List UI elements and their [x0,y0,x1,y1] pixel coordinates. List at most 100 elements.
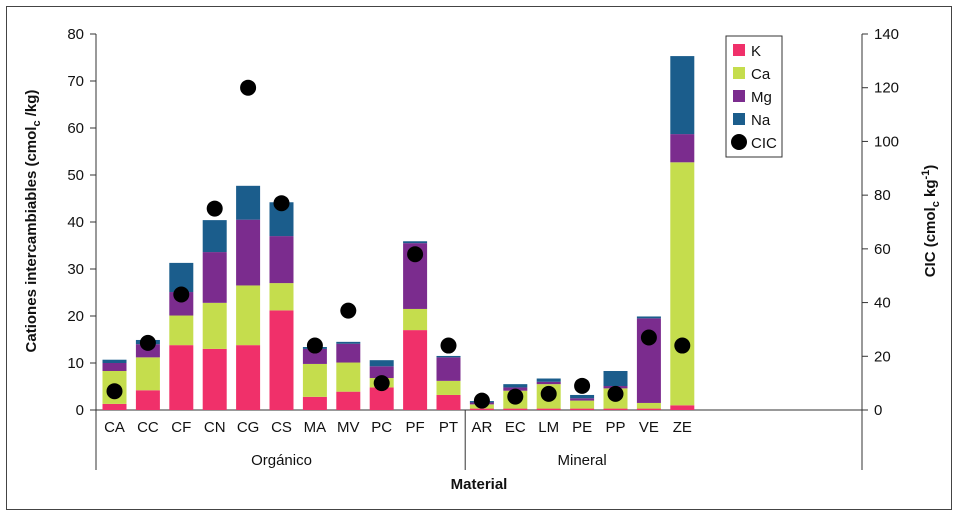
cic-marker [173,286,190,303]
x-tick-label: CG [237,419,260,436]
bar-segment-mg [102,363,127,371]
cic-marker [273,195,290,212]
cic-marker [607,385,624,402]
bar-segment-ca [336,362,361,392]
bar-segment-mg [570,398,595,401]
bar-segment-k [135,390,160,410]
bar-segment-k [202,348,227,410]
bar-segment-ca [236,285,261,346]
cic-marker [373,375,390,392]
y-tick-label: 40 [67,214,84,231]
legend-swatch-na [733,113,745,125]
y2-tick-label: 0 [874,402,882,419]
cic-marker [206,200,223,217]
bar-segment-k [670,405,695,410]
y2-tick-label: 20 [874,348,891,365]
bar-segment-ca [403,308,428,331]
bar-segment-na [403,241,428,244]
x-tick-label: CN [204,419,226,436]
legend-label: CIC [751,135,777,152]
labels: 0 10 20 30 40 50 60 70 80 0 20 40 60 80 100 120 140 CA CC C… [67,26,899,469]
x-tick-label: CS [271,419,292,436]
bar-segment-k [269,310,294,410]
bar-segment-na [336,341,361,344]
bar-segment-k [469,408,494,410]
bar-segment-ca [269,283,294,311]
y-tick-label: 60 [67,120,84,137]
x-tick-label: CC [137,419,159,436]
bar-segment-k [102,403,127,410]
legend-label: K [751,43,761,60]
bar-segment-ca [636,402,661,409]
bars [102,56,695,410]
legend-label: Mg [751,89,772,106]
bar-segment-ca [302,363,327,397]
legend: K Ca Mg Na CIC [725,35,783,158]
bar-segment-k [403,330,428,410]
y2-tick-label: 100 [874,133,899,150]
cic-marker [574,377,591,394]
y2-tick-label: 80 [874,187,891,204]
bar-segment-na [202,220,227,253]
cic-marker [106,383,123,400]
x-tick-label: AR [471,419,492,436]
legend-swatch-cic [731,134,747,150]
chart-frame [6,6,952,510]
y-tick-label: 80 [67,26,84,43]
bar-segment-na [570,394,595,399]
y-tick-label: 0 [76,402,84,419]
y2-tick-label: 40 [874,295,891,312]
bar-segment-k [369,387,394,410]
bar-segment-k [336,391,361,410]
x-tick-label: PP [605,419,625,436]
bar-segment-k [636,408,661,410]
bar-segment-mg [336,343,361,363]
legend-swatch-k [733,44,745,56]
bar-segment-mg [236,219,261,286]
x-tick-label: PT [439,419,458,436]
bar-segment-k [302,396,327,410]
cic-marker [674,337,691,354]
legend-swatch-mg [733,90,745,102]
y2-tick-label: 120 [874,80,899,97]
bar-segment-na [670,56,695,135]
x-tick-label: PF [406,419,425,436]
x-tick-label: CA [104,419,125,436]
cic-marker [507,388,524,405]
legend-label: Ca [751,66,771,83]
bar-segment-ca [670,162,695,406]
x-axis-title: Material [451,476,508,493]
bar-segment-ca [436,380,461,395]
y2-tick-label: 140 [874,26,899,43]
bar-segment-mg [536,381,561,385]
bar-segment-ca [135,357,160,391]
bar-segment-k [169,345,194,410]
y-tick-label: 50 [67,167,84,184]
bar-segment-mg [269,236,294,284]
bar-segment-mg [436,357,461,381]
x-tick-label: LM [538,419,559,436]
bar-segment-k [536,408,561,410]
y-tick-label: 20 [67,308,84,325]
cic-marker [407,246,424,263]
legend-swatch-ca [733,67,745,79]
x-tick-label: PE [572,419,592,436]
cic-markers [106,79,691,409]
bar-segment-na [369,360,394,367]
bar-segment-na [503,384,528,388]
cic-marker [240,79,257,96]
bar-segment-k [603,408,628,410]
bar-segment-na [436,355,461,358]
cic-marker [540,385,557,402]
cic-marker [340,302,357,319]
bar-segment-k [570,408,595,410]
bar-segment-mg [202,252,227,303]
bar-segment-k [436,394,461,410]
x-tick-label: CF [171,419,191,436]
bar-segment-ca [202,302,227,349]
y2-axis-title: CIC (cmolc kg-1) [920,165,942,278]
bar-segment-mg [302,348,327,364]
y-axis-title: Cationes intercambiables (cmolc /kg) [23,90,43,353]
group-label: Orgánico [251,452,312,469]
